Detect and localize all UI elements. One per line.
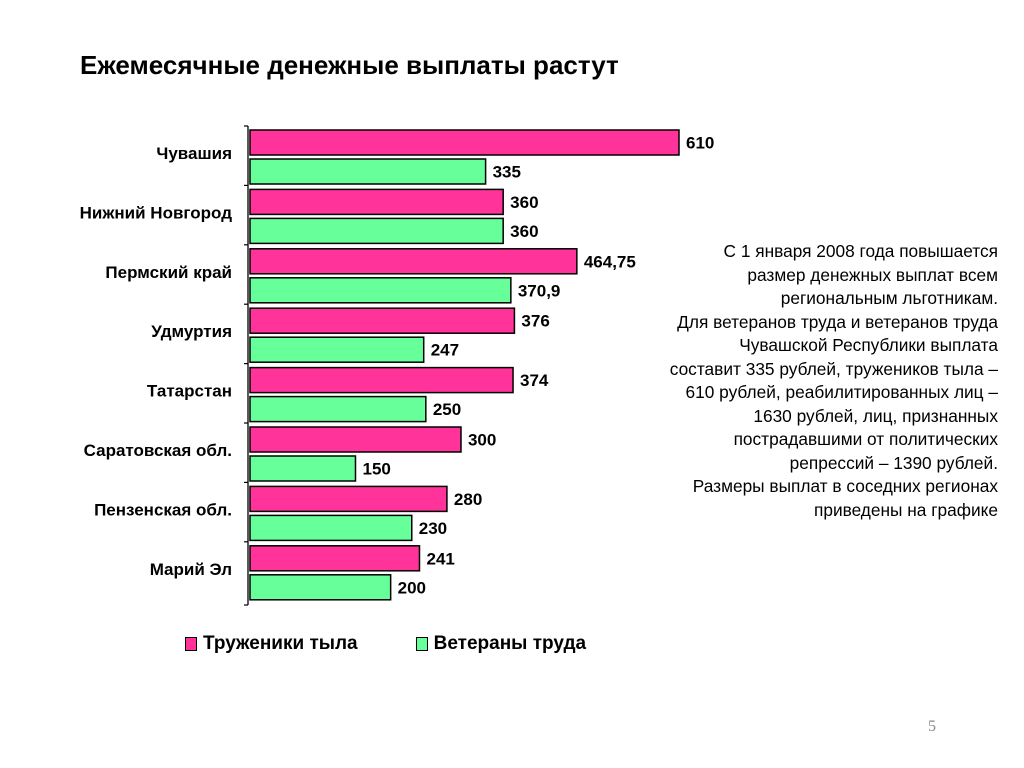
description-line: региональным льготникам. (780, 288, 998, 308)
data-label: 300 (468, 431, 496, 450)
category-label: Нижний Новгород (80, 203, 233, 222)
bar-veterany (249, 336, 425, 363)
legend-label-series-2: Ветераны труда (433, 633, 587, 654)
data-label: 464,75 (584, 252, 636, 271)
bar-truzheniki (249, 248, 578, 275)
description-line: Чувашской Республики выплата (739, 335, 998, 355)
data-label: 250 (433, 400, 461, 419)
description-text: С 1 января 2008 года повышается размер де… (600, 240, 998, 522)
legend-swatch-series-1 (185, 637, 197, 651)
legend-label-series-1: Труженики тыла (203, 633, 358, 654)
data-label: 200 (398, 578, 426, 597)
data-label: 370,9 (518, 281, 561, 300)
category-label: Саратовская обл. (84, 441, 232, 460)
description-line: 1630 рублей, лиц, признанных (753, 405, 998, 426)
data-label: 376 (521, 312, 549, 331)
bar-truzheniki (249, 307, 516, 334)
legend-swatch-series-2 (415, 637, 428, 651)
bar-truzheniki (249, 366, 514, 394)
bar-truzheniki (249, 426, 462, 453)
bar-veterany (249, 574, 392, 601)
category-label: Пермский край (105, 263, 232, 282)
description-line: Размеры выплат в соседних регионах (692, 476, 998, 496)
bar-veterany (249, 217, 504, 245)
bar-truzheniki (249, 485, 448, 513)
data-label: 610 (686, 134, 714, 153)
data-label: 247 (431, 341, 459, 360)
description-line: С 1 января 2008 года повышается (723, 241, 998, 261)
data-label: 241 (426, 549, 454, 568)
bar-truzheniki (249, 545, 421, 572)
data-label: 374 (520, 371, 549, 390)
legend-item-series-2: Ветераны труда (415, 633, 587, 655)
description-line: 610 рублей, реабилитированных лиц – (685, 382, 998, 402)
bar-veterany (249, 395, 427, 423)
description-line: приведены на графике (813, 499, 998, 520)
chart-legend: Труженики тыла Ветераны труда (185, 633, 586, 655)
bar-truzheniki (249, 188, 504, 216)
category-label: Пензенская обл. (94, 500, 232, 519)
bar-veterany (249, 277, 512, 304)
description-line: пострадавшими от политических (733, 429, 998, 449)
description-line: размер денежных выплат всем (747, 264, 998, 285)
data-label: 335 (493, 163, 521, 182)
page-number: 5 (928, 718, 936, 735)
data-label: 150 (362, 460, 390, 479)
data-label: 360 (510, 193, 538, 212)
data-label: 280 (454, 490, 482, 509)
description-line: Для ветеранов труда и ветеранов труда (677, 311, 998, 332)
bar-veterany (249, 158, 487, 185)
bar-truzheniki (249, 129, 680, 156)
data-label: 360 (510, 222, 538, 241)
description-line: составит 335 рублей, тружеников тыла – (669, 358, 998, 379)
bar-veterany (249, 514, 413, 542)
category-label: Чувашия (156, 144, 232, 163)
description-line: репрессий – 1390 рублей. (789, 452, 998, 473)
legend-item-series-1: Труженики тыла (185, 633, 358, 655)
bar-veterany (249, 455, 357, 482)
category-label: Удмуртия (151, 322, 232, 341)
category-label: Марий Эл (150, 560, 232, 579)
category-label: Татарстан (147, 382, 232, 401)
data-label: 230 (419, 519, 447, 538)
slide-title: Ежемесячные денежные выплаты растут (80, 50, 619, 80)
